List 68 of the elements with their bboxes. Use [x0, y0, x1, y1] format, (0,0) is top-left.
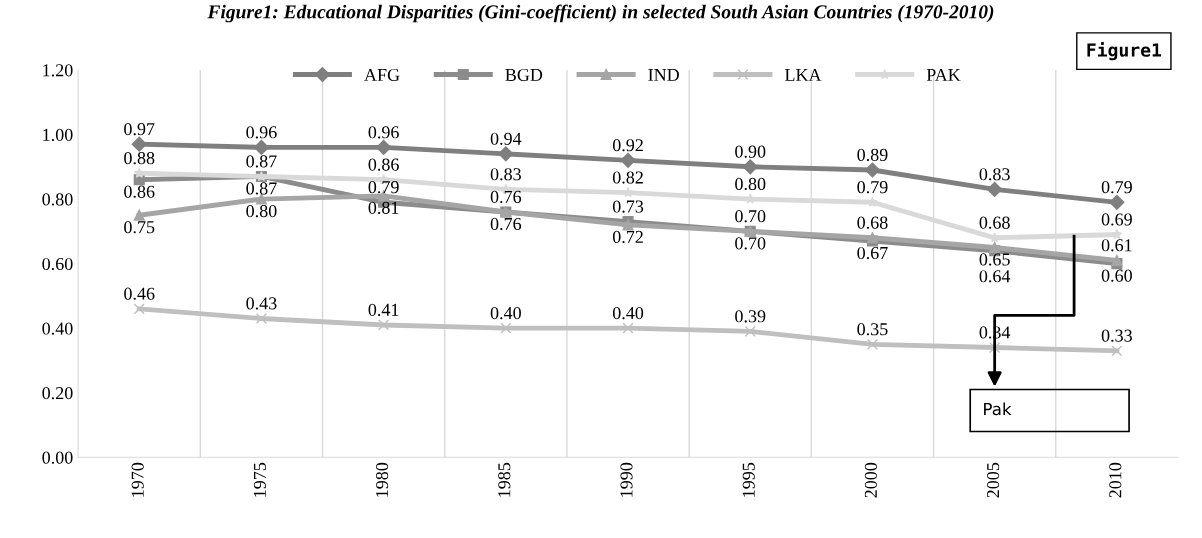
data-label: 0.33	[1101, 329, 1132, 342]
data-label: 0.87	[246, 182, 277, 195]
data-label: 0.64	[979, 270, 1011, 283]
x-tick-label: 1990	[620, 462, 633, 497]
legend-label: AFG	[364, 68, 400, 82]
data-label: 0.70	[735, 237, 766, 250]
y-tick-label: 0.40	[42, 322, 73, 335]
data-label: 0.80	[246, 204, 277, 218]
data-label: 0.43	[246, 297, 277, 310]
data-label: 0.82	[612, 171, 643, 184]
y-tick-label: 1.20	[43, 64, 73, 77]
x-tick-label: 1995	[742, 462, 755, 497]
data-label: 0.86	[368, 158, 399, 171]
data-label: 0.75	[124, 221, 155, 234]
legend-label: BGD	[505, 68, 543, 82]
data-label: 0.89	[857, 148, 888, 162]
data-label: 0.72	[612, 230, 643, 244]
data-label: 0.41	[368, 303, 399, 316]
data-label: 0.97	[124, 122, 155, 136]
data-label: 0.67	[857, 246, 888, 260]
data-label: 0.76	[490, 217, 522, 231]
data-label: 0.92	[612, 139, 643, 152]
data-label: 0.83	[490, 168, 521, 181]
x-tick-label: 1975	[253, 462, 266, 497]
data-label: 0.61	[1101, 239, 1132, 252]
data-label: 0.40	[490, 306, 521, 320]
y-tick-label: 0.60	[42, 257, 73, 271]
data-label: 0.87	[246, 155, 277, 168]
data-label: 0.60	[1101, 269, 1132, 282]
x-tick-label: 2005	[986, 462, 1000, 498]
x-tick-label: 1970	[131, 462, 144, 497]
data-label: 0.70	[735, 210, 766, 223]
data-label: 0.39	[735, 310, 766, 323]
caption: Figure1	[1087, 41, 1162, 61]
legend-label: IND	[648, 69, 680, 81]
data-label: 0.35	[857, 323, 888, 336]
legend-label: LKA	[784, 68, 822, 81]
data-label: 0.40	[612, 306, 644, 320]
data-label: 0.79	[857, 181, 888, 194]
annotation: Pak	[984, 402, 1012, 416]
data-label: 0.68	[979, 216, 1010, 229]
x-tick-label: 2000	[864, 462, 877, 498]
data-label: 0.65	[979, 253, 1010, 266]
x-tick-label: 1980	[375, 462, 389, 497]
data-label: 0.86	[124, 185, 155, 198]
x-tick-label: 2010	[1109, 462, 1122, 498]
y-tick-label: 0.80	[42, 193, 73, 206]
data-label: 0.80	[735, 177, 766, 191]
y-tick-label: 1.00	[43, 128, 73, 142]
data-label: 0.69	[1101, 213, 1132, 226]
data-label: 0.46	[124, 287, 155, 300]
data-label: 0.81	[368, 201, 399, 214]
data-label: 0.96	[368, 126, 399, 139]
x-tick-label: 1985	[498, 462, 511, 497]
data-label: 0.79	[368, 181, 399, 194]
data-label: 0.96	[246, 126, 277, 139]
data-label: 0.83	[979, 168, 1010, 181]
y-tick-label: 0.20	[42, 387, 73, 400]
chart-title: Figure1: Educational Disparities (Gini-coefficient) in selected South Asian Countries (1970-2010)	[207, 4, 994, 23]
data-label: 0.73	[612, 200, 644, 213]
data-label: 0.90	[735, 145, 766, 158]
data-label: 0.76	[490, 190, 522, 204]
data-label: 0.68	[857, 216, 888, 229]
y-tick-label: 0.00	[42, 451, 73, 464]
legend-label: PAK	[926, 68, 961, 81]
data-label: 0.94	[490, 132, 522, 145]
data-label: 0.79	[1101, 181, 1132, 194]
data-label: 0.88	[124, 152, 155, 165]
